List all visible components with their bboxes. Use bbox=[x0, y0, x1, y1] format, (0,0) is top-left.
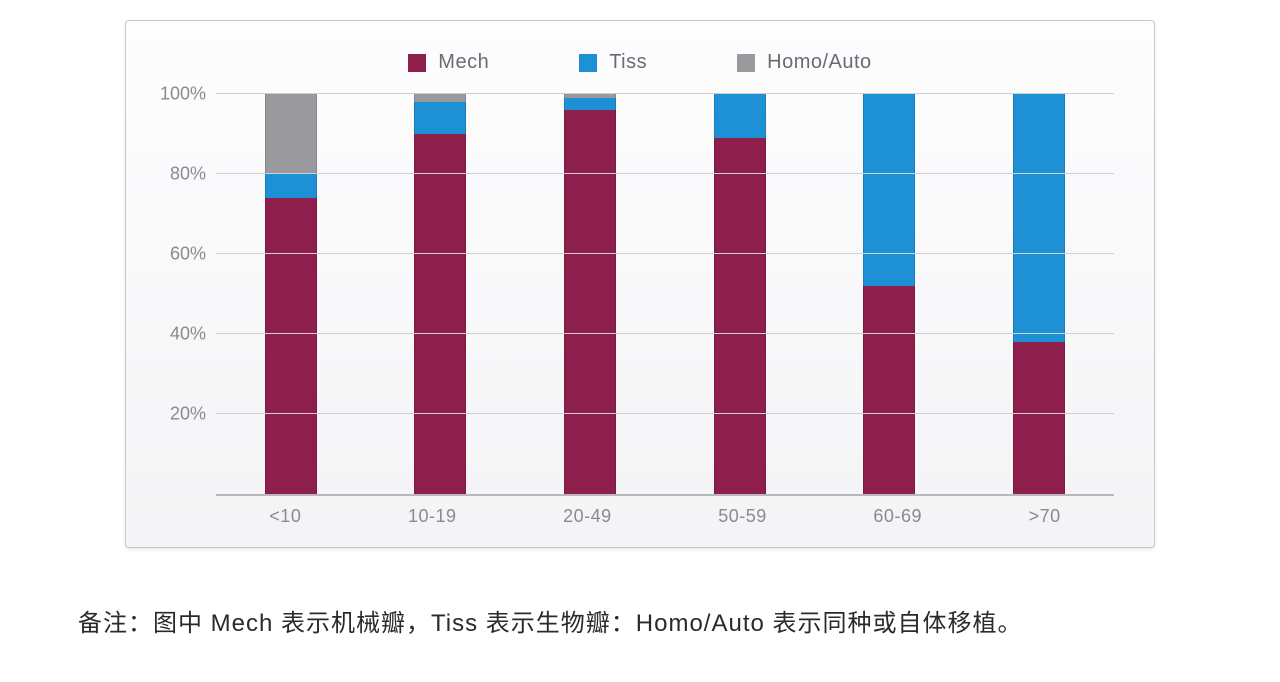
bar-segment-tiss bbox=[714, 94, 766, 138]
gridline bbox=[216, 173, 1114, 174]
legend-swatch-mech bbox=[408, 54, 426, 72]
bar-segment-tiss bbox=[265, 174, 317, 198]
legend-swatch-tiss bbox=[579, 54, 597, 72]
legend-label: Mech bbox=[438, 51, 489, 74]
y-tick-label: 100% bbox=[156, 84, 206, 105]
legend: Mech Tiss Homo/Auto bbox=[156, 51, 1124, 74]
legend-label: Homo/Auto bbox=[767, 51, 872, 74]
bar-segment-homoauto bbox=[265, 94, 317, 174]
bar bbox=[1013, 93, 1065, 494]
bar-segment-mech bbox=[714, 138, 766, 494]
bar-segment-tiss bbox=[1013, 94, 1065, 342]
plot-area: 20%40%60%80%100% bbox=[216, 94, 1114, 496]
bars-container bbox=[216, 94, 1114, 494]
legend-swatch-homoauto bbox=[737, 54, 755, 72]
bar bbox=[714, 93, 766, 494]
y-tick-label: 20% bbox=[156, 404, 206, 425]
x-tick-label: 60-69 bbox=[873, 506, 922, 527]
legend-item-homoauto: Homo/Auto bbox=[737, 51, 872, 74]
bar-segment-tiss bbox=[863, 94, 915, 286]
gridline bbox=[216, 253, 1114, 254]
bar bbox=[265, 93, 317, 494]
legend-label: Tiss bbox=[609, 51, 647, 74]
gridline bbox=[216, 333, 1114, 334]
x-tick-label: >70 bbox=[1029, 506, 1061, 527]
bar bbox=[564, 93, 616, 494]
page: MechTissHomo/Auto 20%40%60%80%100% <1010… bbox=[0, 0, 1280, 682]
bar-segment-tiss bbox=[414, 102, 466, 134]
bar-segment-mech bbox=[564, 110, 616, 494]
bar-segment-tiss bbox=[564, 98, 616, 110]
bar bbox=[414, 93, 466, 494]
x-axis: <10 10-19 20-49 50-59 60-69 >70 bbox=[216, 506, 1114, 527]
chart-caption: 备注：图中 Mech 表示机械瓣，Tiss 表示生物瓣：Homo/Auto 表示… bbox=[60, 603, 1220, 638]
chart-card: MechTissHomo/Auto 20%40%60%80%100% <1010… bbox=[125, 20, 1155, 548]
y-tick-label: 40% bbox=[156, 324, 206, 345]
gridline bbox=[216, 413, 1114, 414]
y-tick-label: 80% bbox=[156, 164, 206, 185]
legend-item-tiss: Tiss bbox=[579, 51, 647, 74]
x-tick-label: 50-59 bbox=[718, 506, 767, 527]
bar-segment-mech bbox=[265, 198, 317, 494]
bar-segment-mech bbox=[863, 286, 915, 494]
x-tick-label: 20-49 bbox=[563, 506, 612, 527]
legend-item-mech: Mech bbox=[408, 51, 489, 74]
gridline bbox=[216, 93, 1114, 94]
y-tick-label: 60% bbox=[156, 244, 206, 265]
bar-segment-mech bbox=[414, 134, 466, 494]
x-tick-label: <10 bbox=[269, 506, 301, 527]
x-tick-label: 10-19 bbox=[408, 506, 457, 527]
bar-segment-mech bbox=[1013, 342, 1065, 494]
bar bbox=[863, 93, 915, 494]
bar-segment-homoauto bbox=[414, 94, 466, 102]
